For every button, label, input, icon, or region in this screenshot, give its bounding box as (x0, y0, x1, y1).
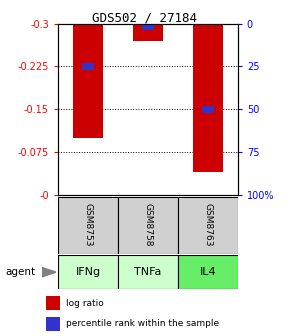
Bar (178, 197, 238, 254)
Text: percentile rank within the sample: percentile rank within the sample (66, 319, 220, 328)
Text: IL4: IL4 (200, 267, 216, 277)
Bar (118, 197, 178, 254)
Bar (82, 63, 94, 70)
Bar (202, 106, 214, 113)
Text: GSM8763: GSM8763 (203, 203, 212, 247)
Bar (58, 197, 118, 254)
Bar (73, 24, 103, 138)
Text: TNFa: TNFa (134, 267, 162, 277)
Text: GSM8758: GSM8758 (143, 203, 153, 247)
Text: log ratio: log ratio (66, 299, 104, 308)
Polygon shape (42, 267, 56, 277)
Text: agent: agent (6, 267, 36, 277)
Text: GSM8753: GSM8753 (84, 203, 93, 247)
Bar (46, 296, 60, 310)
Bar (46, 317, 60, 331)
Text: GDS502 / 27184: GDS502 / 27184 (93, 12, 197, 25)
Bar (133, 24, 163, 41)
Bar (142, 24, 154, 30)
Bar (193, 24, 223, 172)
Bar (118, 255, 178, 289)
Bar (58, 255, 118, 289)
Bar (178, 255, 238, 289)
Text: IFNg: IFNg (75, 267, 101, 277)
